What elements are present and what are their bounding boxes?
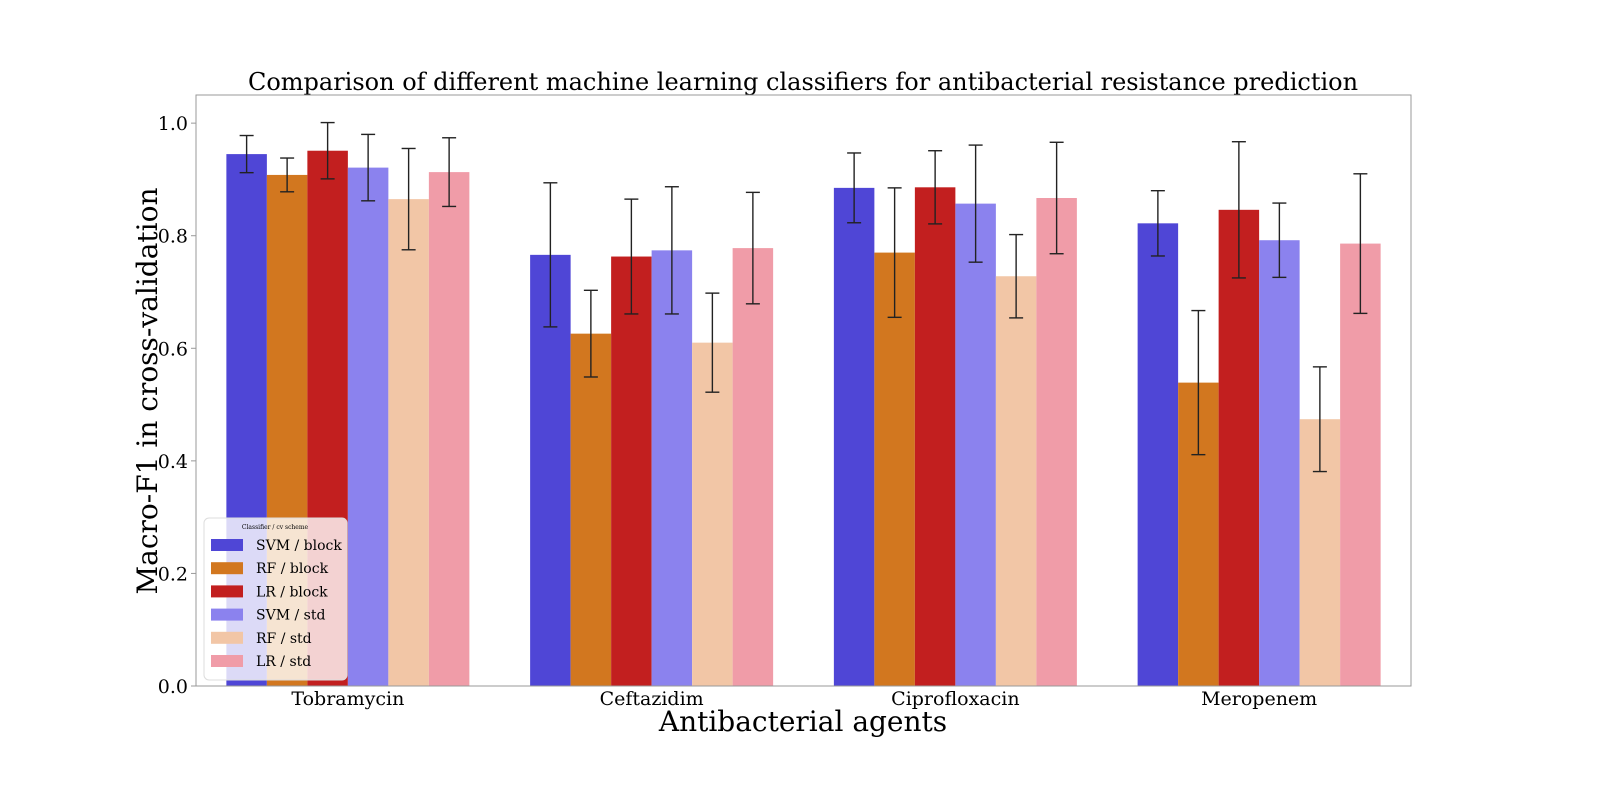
legend-item-svm-std: SVM / std (211, 608, 325, 624)
bar-ceftazidim-rf-block (570, 333, 612, 686)
bar-tobramycin-rf-std (388, 199, 429, 686)
x-tick-label-meropenem: Meropenem (1201, 688, 1317, 710)
bar-ciprofloxacin-svm-std (955, 203, 996, 687)
x-axis-label: Antibacterial agents (658, 705, 947, 738)
error-bar-ceftazidim-svm-std (664, 186, 679, 315)
legend-title: Classifier / cv scheme (242, 524, 309, 531)
error-bar-tobramycin-rf-block (280, 157, 295, 193)
legend-items: SVM / block RF / block LR / block SVM / std… (211, 538, 342, 670)
error-bar-meropenem-rf-std (1312, 366, 1327, 473)
legend-label: RF / block (256, 561, 329, 577)
legend: Classifier / cv scheme SVM / block RF / b… (203, 517, 348, 681)
y-tick-label: 0.4 (158, 451, 188, 473)
y-tick-label: 0.2 (158, 563, 188, 585)
bar-ceftazidim-lr-block (611, 256, 652, 686)
bar-ciprofloxacin-lr-std (1036, 198, 1077, 686)
legend-item-rf-std: RF / std (211, 631, 312, 647)
chart-title: Comparison of different machine learning… (248, 68, 1358, 96)
bar-ciprofloxacin-rf-std (995, 276, 1037, 686)
error-bar-meropenem-lr-std (1353, 173, 1368, 315)
error-bar-tobramycin-rf-std (401, 147, 416, 251)
legend-label: LR / std (256, 654, 311, 670)
error-bar-ceftazidim-rf-block (583, 289, 598, 378)
error-bar-ciprofloxacin-rf-std (1009, 233, 1024, 319)
legend-item-lr-std: LR / std (211, 654, 311, 670)
error-bar-ceftazidim-lr-std (745, 191, 760, 305)
legend-label: SVM / std (256, 608, 325, 624)
bar-meropenem-svm-block (1137, 223, 1179, 686)
legend-swatch (211, 655, 243, 667)
error-bar-ceftazidim-rf-std (705, 292, 720, 393)
error-bar-ciprofloxacin-lr-block (928, 150, 943, 225)
error-bar-tobramycin-svm-std (361, 133, 376, 202)
bar-meropenem-svm-std (1259, 240, 1300, 686)
legend-item-svm-block: SVM / block (211, 538, 342, 554)
error-bar-ceftazidim-lr-block (624, 198, 639, 315)
legend-swatch (211, 562, 243, 575)
error-bar-ciprofloxacin-svm-block (847, 152, 862, 224)
error-bar-meropenem-lr-block (1231, 141, 1246, 279)
error-bar-ceftazidim-svm-block (543, 182, 558, 328)
legend-item-lr-block: LR / block (211, 584, 328, 600)
bar-meropenem-lr-block (1218, 209, 1260, 686)
error-bar-ciprofloxacin-rf-block (887, 187, 902, 319)
bar-ceftazidim-lr-std (732, 248, 774, 686)
bar-meropenem-lr-std (1340, 243, 1381, 686)
y-tick-label: 1.0 (158, 113, 188, 135)
error-bar-ciprofloxacin-svm-std (968, 144, 983, 263)
error-bar-tobramycin-lr-block (320, 121, 335, 180)
bar-tobramycin-svm-std (347, 167, 389, 686)
y-tick-label: 0.6 (158, 338, 188, 360)
y-tick-label: 0.8 (158, 226, 188, 248)
legend-label: LR / block (256, 584, 328, 600)
error-bar-meropenem-svm-block (1150, 189, 1165, 257)
legend-swatch (211, 631, 243, 644)
y-axis-label: Macro-F1 in cross-validation (131, 187, 164, 594)
legend-swatch (211, 585, 243, 598)
bars-group (226, 150, 1381, 687)
legend-label: SVM / block (256, 538, 342, 554)
bar-ciprofloxacin-lr-block (914, 187, 956, 686)
bar-tobramycin-lr-std (428, 172, 470, 686)
y-axis: 0.0 0.2 0.4 0.6 0.8 1.0 (158, 113, 196, 698)
legend-swatch (211, 608, 243, 621)
error-bar-meropenem-svm-std (1272, 202, 1287, 279)
legend-label: RF / std (256, 631, 312, 647)
bar-ciprofloxacin-svm-block (833, 187, 875, 686)
x-tick-label-tobramycin: Tobramycin (291, 688, 404, 710)
error-bar-ciprofloxacin-lr-std (1049, 141, 1064, 255)
x-tick-label-ceftazidim: Ceftazidim (600, 688, 704, 710)
bar-ceftazidim-svm-std (651, 250, 693, 686)
legend-item-rf-block: RF / block (211, 561, 329, 577)
bar-ceftazidim-rf-std (692, 342, 733, 686)
legend-swatch (211, 539, 243, 551)
error-bars-group (239, 121, 1368, 473)
x-axis: Tobramycin Ceftazidim Ciprofloxacin Meropen… (291, 688, 1317, 710)
error-bar-tobramycin-lr-std (442, 137, 457, 208)
y-tick-label: 0.0 (158, 676, 188, 698)
x-tick-label-ciprofloxacin: Ciprofloxacin (891, 688, 1019, 710)
plot-frame (195, 94, 1412, 687)
error-bar-tobramycin-svm-block (239, 134, 254, 174)
bar-ciprofloxacin-rf-block (874, 252, 915, 686)
error-bar-meropenem-rf-block (1191, 309, 1206, 456)
